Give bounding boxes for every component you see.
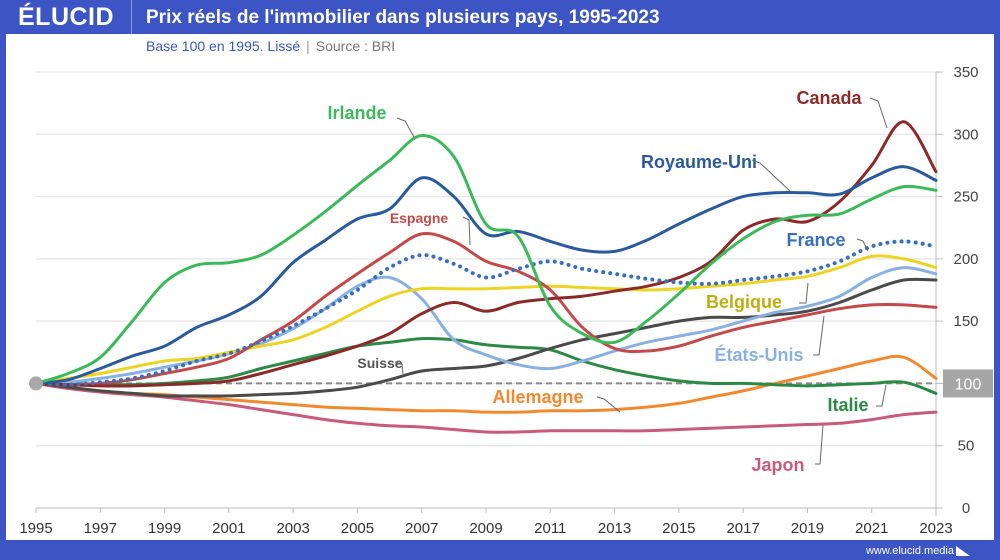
y-tick-label: 350 (953, 64, 978, 81)
leader-line-royaume-uni (751, 159, 791, 192)
series-label-belgique: Belgique (706, 292, 782, 312)
series-label-canada: Canada (796, 88, 862, 108)
series-line-royaume-uni (34, 165, 938, 385)
x-tick-label: 2019 (791, 520, 824, 537)
series-label-royaume-uni: Royaume-Uni (641, 152, 757, 172)
origin-marker (29, 376, 43, 391)
series-line-belgique (34, 254, 938, 385)
x-tick-label: 1997 (84, 520, 117, 537)
subtitle-text: Base 100 en 1995. Lissé (146, 38, 301, 54)
series-line-canada (34, 120, 938, 388)
series-label-irlande: Irlande (327, 103, 386, 123)
header-divider (131, 0, 132, 34)
series-label-suisse: Suisse (357, 355, 402, 371)
y-tick-label: 50 (958, 438, 975, 455)
series-line-etats-unis (34, 266, 938, 385)
source-text: Source : BRI (315, 38, 396, 54)
reference-badge (943, 369, 993, 398)
leader-line-irlande (396, 117, 415, 138)
leader-line-canada (869, 97, 888, 129)
series-label-allemagne: Allemagne (492, 387, 583, 407)
elucid-logo: ÉLUCID (18, 3, 115, 31)
x-tick-label: 2021 (855, 520, 888, 537)
footer-url[interactable]: www.elucid.media (865, 545, 954, 557)
series-label-japon: Japon (751, 455, 804, 475)
reference-badge-label: 100 (955, 376, 982, 393)
series-line-france (34, 239, 938, 387)
y-tick-label: 250 (953, 189, 978, 206)
series-label-italie: Italie (827, 395, 868, 415)
leader-line-france (856, 238, 869, 252)
x-tick-label: 2013 (598, 520, 631, 537)
x-tick-label: 2023 (919, 520, 952, 537)
y-tick-label: 0 (962, 500, 970, 517)
x-tick-label: 2009 (469, 520, 502, 537)
leader-line-allemagne (596, 396, 621, 413)
x-tick-label: 2011 (534, 520, 566, 537)
x-tick-label: 1995 (19, 520, 52, 537)
x-tick-label: 2015 (662, 520, 695, 537)
x-tick-label: 2017 (726, 520, 759, 537)
series-label-espagne: Espagne (390, 210, 449, 226)
leader-line-belgique (799, 282, 809, 304)
leader-line-italie (876, 384, 887, 407)
series-label-etats-unis: États-Unis (714, 344, 803, 365)
leader-line-espagne (462, 216, 471, 246)
x-tick-label: 2005 (341, 520, 374, 537)
subtitle-separator: | (306, 38, 310, 54)
y-tick-label: 200 (953, 251, 978, 268)
y-tick-label: 300 (953, 126, 978, 143)
series-label-france: France (786, 230, 845, 250)
x-tick-label: 2003 (276, 520, 309, 537)
series-line-irlande (34, 133, 938, 385)
leader-line-suisse (394, 361, 404, 375)
chart-subtitle: Base 100 en 1995. Lissé | Source : BRI (146, 38, 395, 54)
x-tick-label: 2007 (405, 520, 438, 537)
series-line-espagne (34, 232, 938, 387)
series-line-suisse (34, 277, 938, 398)
y-tick-label: 150 (953, 313, 978, 330)
series-line-japon (34, 381, 938, 434)
chart-title: Prix réels de l'immobilier dans plusieur… (146, 7, 660, 28)
series-line-italie (34, 336, 938, 395)
x-tick-label: 1999 (148, 520, 181, 537)
elucid-flag-icon (956, 546, 970, 556)
leader-line-etats-unis (813, 315, 825, 356)
header-bar: ÉLUCID Prix réels de l'immobilier dans p… (0, 0, 1000, 34)
x-tick-label: 2001 (212, 520, 245, 537)
leader-line-japon (815, 424, 824, 465)
